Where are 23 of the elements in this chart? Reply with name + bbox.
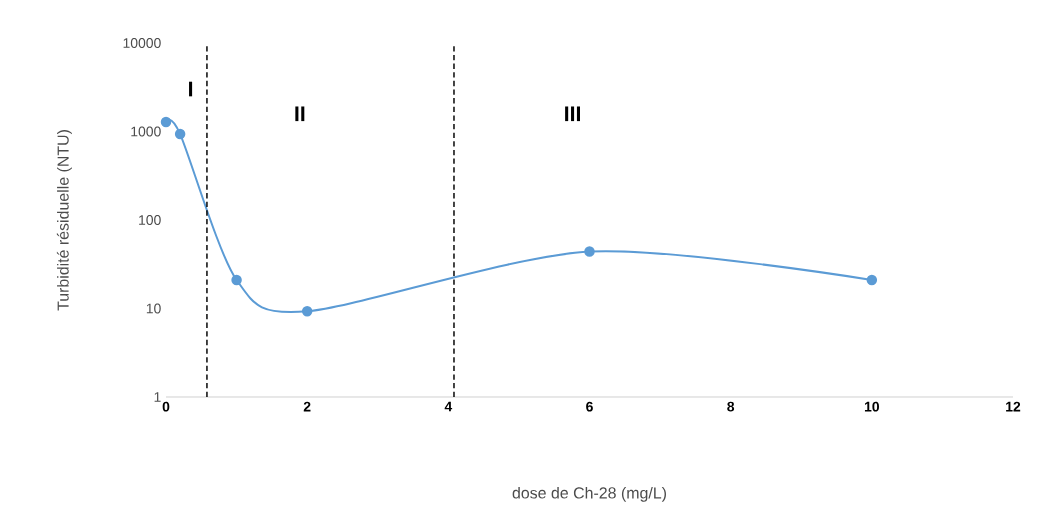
- point: [301, 305, 313, 317]
- x-tick-label: 4: [444, 401, 453, 412]
- y-tick-label: 100: [139, 214, 161, 225]
- point: [866, 274, 878, 286]
- point: [584, 246, 595, 257]
- annotation: I: [189, 81, 193, 97]
- x-tick-label: 6: [586, 401, 593, 412]
- y-tick-label: 10: [146, 303, 161, 314]
- annotation: II: [295, 106, 305, 122]
- point: [160, 116, 172, 128]
- x-tick-label: 10: [864, 401, 880, 412]
- x-tick-label: 2: [303, 401, 311, 412]
- y-tick-label: 1: [154, 392, 161, 402]
- annotation: III: [565, 106, 580, 122]
- x-tick-label: 8: [727, 401, 735, 412]
- y-tick-label: 10000: [123, 37, 161, 48]
- y-axis-title: Turbidité résiduelle (NTU): [56, 129, 72, 311]
- point: [231, 274, 242, 286]
- x-axis-title: dose de Ch-28 (mg/L): [512, 486, 666, 502]
- y-tick-label: 1000: [131, 126, 161, 137]
- x-tick-label: 12: [1006, 401, 1021, 412]
- point: [174, 128, 186, 140]
- x-tick-label: 0: [162, 401, 170, 412]
